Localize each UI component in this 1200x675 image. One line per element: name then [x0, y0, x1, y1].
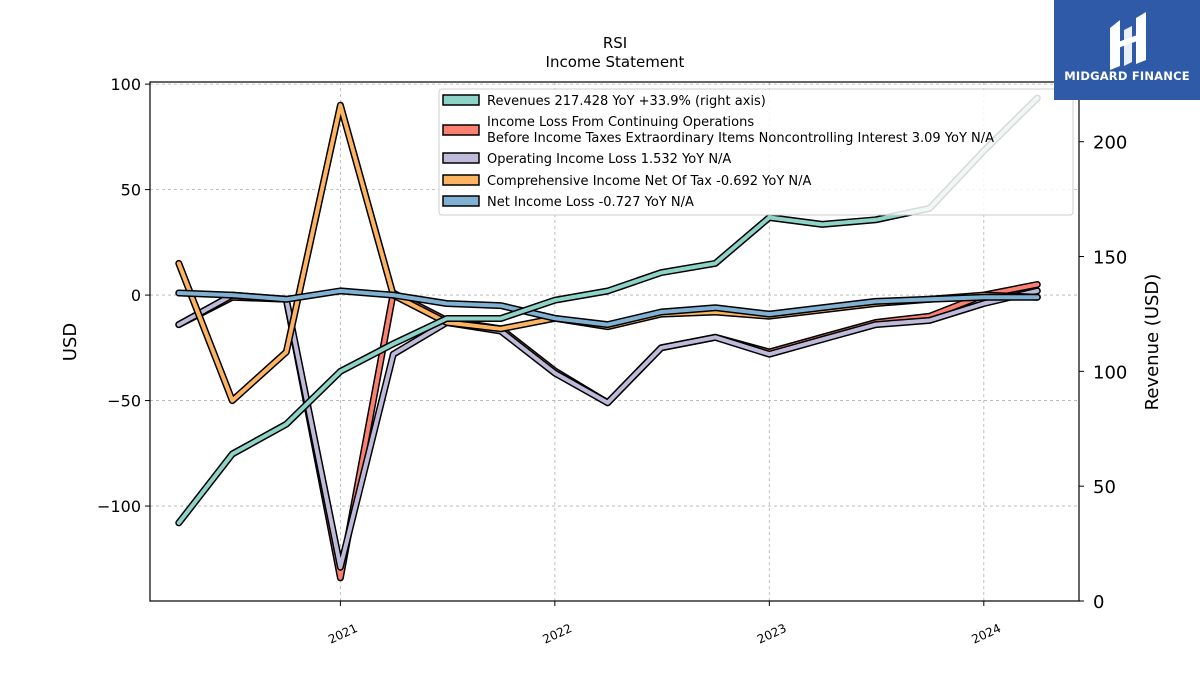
legend-label: Net Income Loss -0.727 YoY N/A — [487, 195, 694, 210]
chart-title: RSI — [603, 34, 627, 52]
logo-mark-icon — [1110, 12, 1146, 70]
x-tick-label: 2022 — [541, 621, 575, 647]
legend-entry-4: Net Income Loss -0.727 YoY N/A — [442, 195, 694, 210]
plot-frame — [149, 81, 1080, 602]
y-axis-label-right: Revenue (USD) — [1142, 274, 1163, 411]
legend-swatch — [442, 152, 480, 164]
x-tick-label: 2024 — [969, 621, 1003, 647]
legend-swatch — [442, 195, 480, 207]
x-tick-label: 2023 — [755, 621, 789, 647]
midgard-finance-logo: MIDGARD FINANCE — [1054, 0, 1200, 100]
legend-box — [438, 88, 1074, 216]
y-tick-label-left: 50 — [121, 181, 141, 200]
logo-text: MIDGARD FINANCE — [1064, 69, 1190, 83]
legend-label: Comprehensive Income Net Of Tax -0.692 Y… — [487, 174, 812, 189]
legend-label: Before Income Taxes Extraordinary Items … — [487, 131, 994, 146]
legend-swatch — [442, 124, 480, 136]
legend-entry-1: Income Loss From Continuing OperationsBe… — [442, 115, 994, 146]
y-tick-label-left: −50 — [107, 392, 141, 411]
legend-label: Revenues 217.428 YoY +33.9% (right axis) — [487, 94, 766, 109]
series-outline — [175, 287, 1041, 571]
chart-subtitle: Income Statement — [546, 53, 685, 71]
legend-entry-2: Operating Income Loss 1.532 YoY N/A — [442, 152, 731, 167]
series-layer — [175, 94, 1041, 582]
legend-swatch — [442, 174, 480, 186]
legend-label: Operating Income Loss 1.532 YoY N/A — [487, 152, 731, 167]
series-stroke — [176, 96, 1040, 525]
y-tick-label-left: 100 — [110, 75, 141, 94]
legend-entry-0: Revenues 217.428 YoY +33.9% (right axis) — [442, 94, 766, 109]
series-line-0 — [175, 94, 1041, 527]
legend-swatch — [442, 94, 480, 106]
y-tick-label-right: 50 — [1093, 477, 1116, 498]
legend-label: Income Loss From Continuing Operations — [487, 115, 754, 130]
y-tick-label-right: 0 — [1093, 592, 1104, 613]
legend-entry-3: Comprehensive Income Net Of Tax -0.692 Y… — [442, 174, 812, 189]
series-line-2 — [175, 287, 1041, 571]
y-tick-label-right: 200 — [1093, 133, 1127, 154]
y-tick-label-right: 150 — [1093, 248, 1127, 269]
series-stroke — [176, 288, 1040, 327]
y-axis-label-left: USD — [60, 323, 81, 361]
series-line-4 — [175, 287, 1041, 329]
y-tick-label-left: −100 — [97, 497, 141, 516]
y-tick-label-right: 100 — [1093, 362, 1127, 383]
y-tick-label-left: 0 — [131, 286, 141, 305]
series-stroke — [176, 288, 1040, 570]
x-tick-label: 2021 — [326, 621, 360, 647]
legend: Revenues 217.428 YoY +33.9% (right axis)… — [438, 88, 1074, 216]
